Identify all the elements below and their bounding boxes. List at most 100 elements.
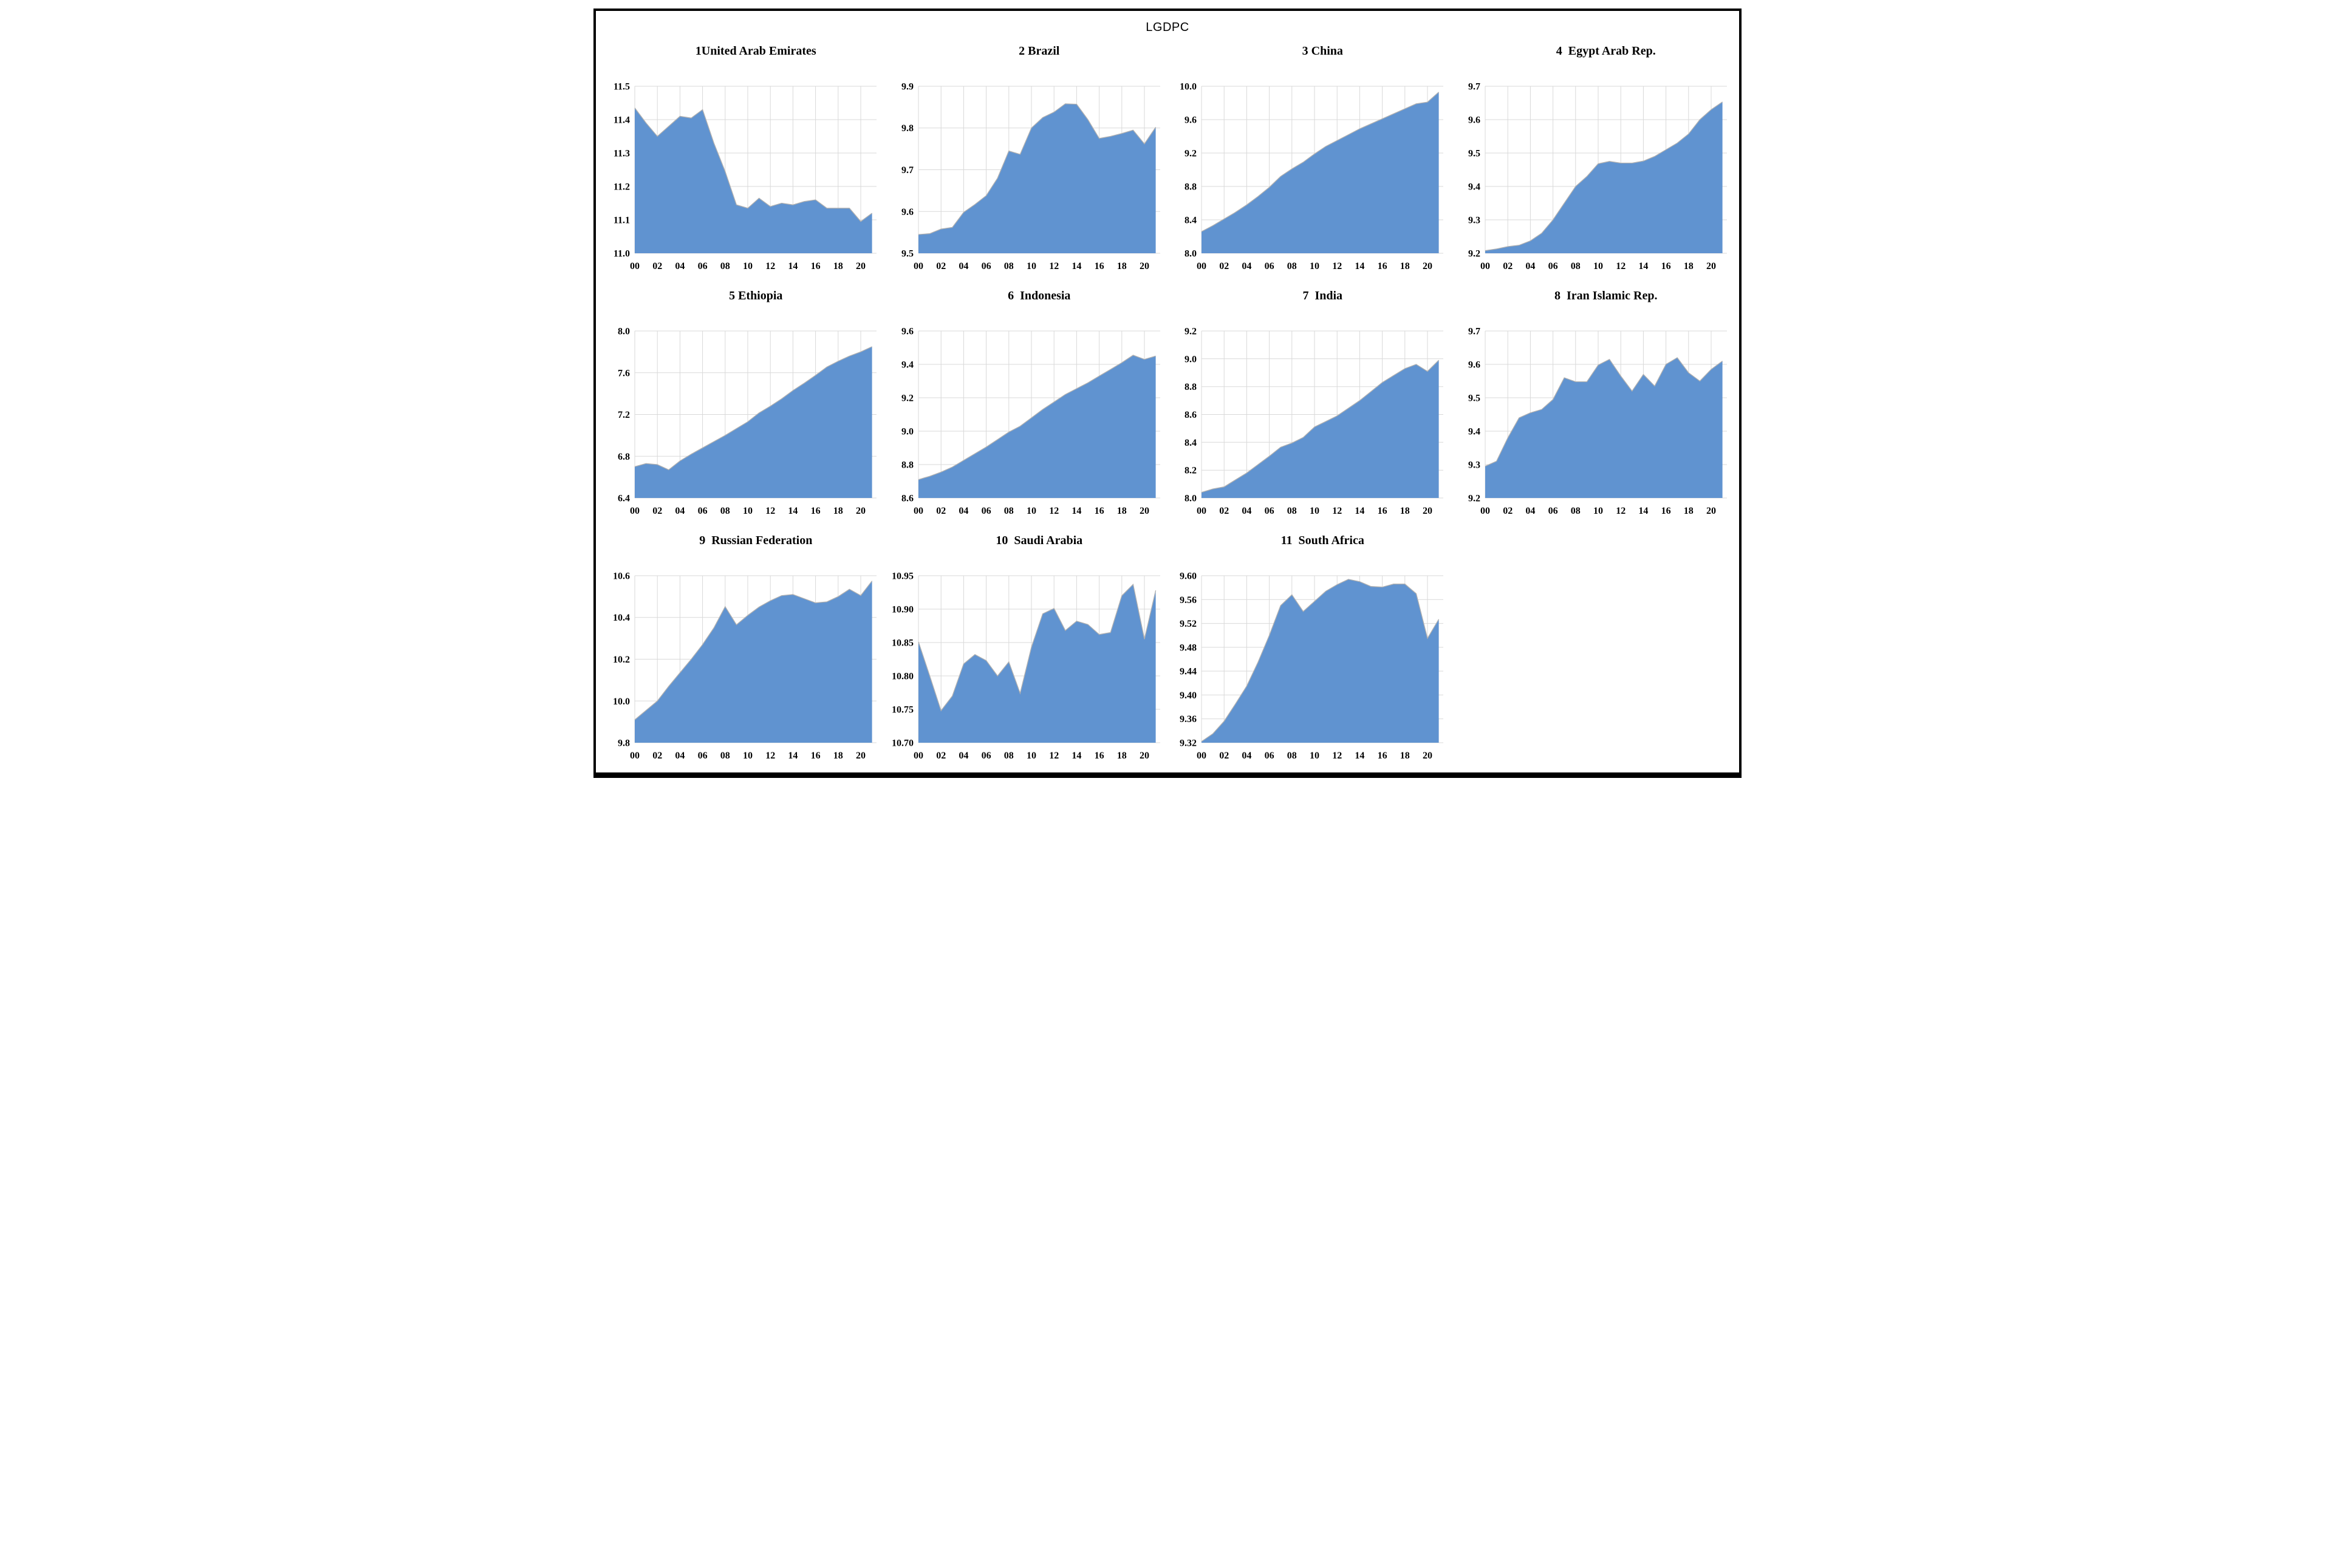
area-chart-iran-islamic-rep: 9.2 9.3 9.4 9.5 9.6 9.7 00 02 04 06 08 10 12 14 16 18 20	[1468, 327, 1727, 516]
y-tick-label: 8.0	[1185, 494, 1197, 504]
x-tick-label: 16	[1094, 751, 1104, 761]
subplot-title: 6 Indonesia	[1008, 289, 1071, 302]
x-tick-label: 00	[630, 261, 640, 271]
subplot-title: 3 China	[1302, 44, 1343, 58]
y-tick-label: 9.4	[1468, 427, 1480, 437]
y-tick-label: 7.2	[618, 410, 630, 420]
subplot-russian-federation: 9 Russian Federation 9.8 10.0 10.2 10.4 10.6…	[601, 528, 884, 772]
area-chart-russian-federation: 9.8 10.0 10.2 10.4 10.6 00 02 04 06 08 10 12 14 16 18 2…	[613, 571, 877, 761]
area-chart-south-africa: 9.32 9.36 9.40 9.44 9.48 9.52 9.56 9.60 00 02 04 06…	[1180, 571, 1444, 761]
y-tick-label: 8.8	[1185, 182, 1197, 193]
x-tick-label: 16	[1661, 261, 1670, 271]
area-chart-brazil: 9.5 9.6 9.7 9.8 9.9 00 02 04 06 08 10 12 14 16 18 20	[901, 82, 1160, 271]
area-series	[918, 103, 1156, 253]
x-tick-label: 10	[743, 261, 753, 271]
x-tick-label: 04	[675, 506, 685, 516]
y-tick-label: 9.3	[1468, 460, 1480, 471]
y-tick-label: 9.56	[1180, 595, 1197, 605]
series-edge	[918, 103, 1156, 235]
y-tick-label: 10.2	[613, 655, 630, 665]
x-tick-label: 04	[675, 751, 685, 761]
x-tick-label: 18	[1400, 261, 1410, 271]
subplot-title: 9 Russian Federation	[699, 534, 813, 547]
x-tick-label: 04	[1242, 751, 1252, 761]
x-tick-label: 08	[1004, 751, 1014, 761]
x-tick-label: 02	[1503, 261, 1513, 271]
x-tick-label: 06	[981, 506, 991, 516]
x-tick-label: 10	[1310, 261, 1319, 271]
x-tick-label: 20	[1140, 751, 1149, 761]
x-tick-label: 06	[1265, 506, 1274, 516]
x-tick-label: 10	[1027, 261, 1036, 271]
x-tick-label: 00	[1197, 751, 1206, 761]
x-tick-label: 08	[720, 751, 730, 761]
subplot-indonesia: 6 Indonesia 8.6 8.8 9.0 9.2 9.4 9.6 00 02 04 06 08…	[884, 283, 1168, 528]
x-tick-label: 16	[1661, 506, 1670, 516]
y-tick-label: 10.6	[613, 571, 630, 582]
x-tick-label: 10	[743, 506, 753, 516]
x-tick-label: 04	[1242, 261, 1252, 271]
y-tick-label: 9.4	[1468, 182, 1480, 193]
x-tick-label: 02	[936, 506, 946, 516]
x-tick-label: 08	[1287, 506, 1297, 516]
x-tick-label: 14	[788, 261, 798, 271]
y-tick-label: 8.8	[901, 460, 914, 471]
y-tick-label: 9.6	[1468, 115, 1480, 126]
y-tick-label: 11.0	[614, 249, 630, 259]
y-tick-label: 9.5	[1468, 149, 1480, 159]
series-edge	[1485, 357, 1723, 467]
x-tick-label: 00	[1480, 261, 1490, 271]
y-tick-label: 8.4	[1185, 216, 1197, 226]
x-tick-label: 14	[1355, 261, 1365, 271]
x-tick-label: 20	[856, 261, 866, 271]
x-tick-label: 12	[1049, 506, 1059, 516]
y-tick-label: 9.2	[1468, 494, 1480, 504]
x-tick-label: 02	[936, 261, 946, 271]
x-tick-label: 18	[1117, 751, 1127, 761]
y-tick-label: 9.9	[901, 82, 914, 92]
y-tick-label: 11.4	[614, 115, 630, 126]
y-tick-label: 9.40	[1180, 690, 1197, 701]
y-tick-label: 9.5	[901, 249, 914, 259]
subplot-south-africa: 11 South Africa 9.32 9.36 9.40 9.44 9.48 9.52…	[1168, 528, 1451, 772]
x-tick-label: 16	[1094, 506, 1104, 516]
figure-title: LGDPC	[1146, 21, 1189, 34]
subplot-saudi-arabia: 10 Saudi Arabia 10.70 10.75 10.80 10.85 10.9…	[884, 528, 1168, 772]
y-tick-label: 10.0	[613, 697, 630, 707]
x-tick-label: 14	[788, 751, 798, 761]
x-tick-label: 00	[914, 751, 923, 761]
x-tick-label: 04	[959, 506, 968, 516]
series-edge	[634, 581, 873, 720]
x-tick-label: 10	[1593, 261, 1603, 271]
x-tick-label: 12	[1049, 261, 1059, 271]
subplot-egypt-arab-rep: 4 Egypt Arab Rep. 9.2 9.3 9.4 9.5 9.6 9.7 00 02…	[1451, 38, 1735, 283]
y-tick-label: 9.5	[1468, 394, 1480, 404]
x-tick-label: 18	[1117, 506, 1127, 516]
series-edge	[635, 346, 873, 471]
area-series	[635, 346, 872, 498]
x-tick-label: 12	[1332, 751, 1342, 761]
y-tick-label: 9.60	[1180, 571, 1197, 582]
y-tick-label: 9.0	[1185, 354, 1197, 364]
x-tick-label: 02	[936, 751, 946, 761]
area-chart-india: 8.0 8.2 8.4 8.6 8.8 9.0 9.2 00 02 04 06 08 10 12 14 16 1…	[1185, 327, 1444, 516]
y-tick-label: 10.90	[892, 605, 914, 615]
x-tick-label: 18	[1117, 261, 1127, 271]
y-tick-label: 7.6	[618, 368, 630, 378]
x-tick-label: 16	[811, 261, 821, 271]
x-tick-label: 14	[1072, 261, 1081, 271]
x-tick-label: 02	[1219, 506, 1229, 516]
series-edge	[1202, 360, 1440, 493]
y-tick-label: 9.7	[1468, 82, 1480, 92]
y-tick-label: 9.2	[1468, 249, 1480, 259]
x-tick-label: 12	[1049, 751, 1059, 761]
y-tick-label: 9.3	[1468, 216, 1480, 226]
x-tick-label: 14	[1072, 751, 1081, 761]
y-tick-label: 8.8	[1185, 382, 1197, 392]
y-tick-label: 8.6	[901, 494, 914, 504]
x-tick-label: 08	[1571, 261, 1581, 271]
x-tick-label: 12	[1332, 261, 1342, 271]
x-tick-label: 12	[765, 261, 775, 271]
x-tick-label: 12	[765, 751, 775, 761]
x-tick-label: 18	[1684, 261, 1694, 271]
